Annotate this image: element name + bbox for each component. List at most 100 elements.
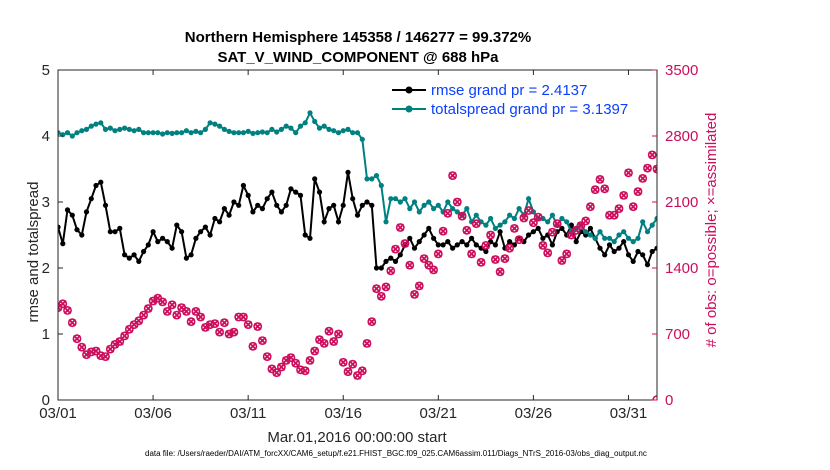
rmse-point [640, 252, 646, 258]
obs-count-point [367, 317, 377, 327]
rmse-point [278, 209, 284, 215]
spread-point [378, 182, 384, 189]
obs-count-point [495, 267, 505, 277]
legend-spread-label: totalspread grand pr = 3.1397 [431, 101, 628, 118]
rmse-point [568, 222, 575, 228]
y-tick-label-right: 1400 [665, 260, 698, 277]
spread-point [122, 125, 128, 131]
spread-point [69, 133, 75, 139]
rmse-point [117, 225, 123, 231]
rmse-point [131, 252, 137, 258]
obs-count-point [638, 173, 648, 183]
obs-count-point [476, 257, 486, 267]
spread-point [240, 130, 246, 136]
rmse-point [426, 225, 432, 231]
rmse-point [160, 235, 166, 241]
spread-point [649, 222, 655, 228]
obs-count-point [357, 366, 367, 376]
obs-count-point [753, 283, 760, 290]
rmse-point [60, 241, 66, 247]
rmse-point [697, 229, 702, 234]
obs-count-point [58, 299, 68, 309]
spread-point [107, 125, 113, 131]
obs-count-point [372, 284, 381, 294]
legend: rmse grand pr = 2.4137 totalspread grand… [392, 82, 628, 118]
rmse-point [530, 229, 537, 235]
obs-count-point [414, 281, 424, 291]
spread-point [616, 232, 622, 238]
spread-point [112, 128, 118, 134]
obs-count-point [300, 366, 310, 376]
spread-point [502, 219, 508, 225]
spread-point [131, 128, 137, 134]
rmse-point [202, 224, 208, 230]
rmse-point [411, 245, 418, 251]
rmse-point [102, 202, 109, 208]
obs-count-point [124, 324, 134, 334]
spread-point [169, 130, 175, 136]
rmse-point [526, 232, 532, 238]
obs-count-point [362, 338, 372, 348]
obs-count-point [324, 326, 334, 336]
obs-count-point [215, 327, 224, 337]
spread-point [74, 130, 80, 136]
obs-count-point [720, 204, 727, 211]
obs-count-point [291, 358, 301, 368]
spread-point [179, 130, 185, 136]
obs-count-point [562, 249, 572, 259]
rmse-point [597, 245, 603, 251]
rmse-point [297, 192, 304, 198]
spread-point [402, 196, 408, 202]
spread-point [397, 199, 403, 205]
spread-point [202, 126, 208, 132]
spread-point [587, 232, 594, 238]
obs-count-point [557, 256, 567, 265]
spread-point [331, 128, 337, 134]
spread-point [411, 199, 418, 205]
obs-count-point [510, 223, 519, 233]
rmse-point [669, 232, 674, 237]
rmse-point [312, 176, 318, 182]
spread-point [283, 123, 289, 129]
obs-count-point [448, 171, 457, 180]
obs-count-point [677, 244, 684, 251]
spread-point [98, 120, 104, 126]
spread-point [207, 120, 213, 126]
spread-point [141, 130, 147, 136]
rmse-point [559, 225, 565, 231]
obs-count-point [429, 265, 438, 275]
rmse-point [183, 255, 189, 261]
spread-point [526, 196, 532, 202]
rmse-point [397, 252, 403, 258]
rmse-point [654, 245, 657, 251]
obs-count-point [462, 225, 472, 235]
spread-point [606, 235, 613, 241]
spread-point [564, 219, 570, 225]
spread-point [83, 126, 90, 132]
rmse-point [150, 229, 156, 235]
obs-count-point [467, 249, 476, 259]
spread-point [688, 213, 693, 218]
rmse-point [193, 235, 199, 241]
footer-data-file: data file: /Users/raeder/DAI/ATM_forcXX/… [145, 449, 647, 458]
spread-point [326, 126, 332, 132]
spread-point [79, 128, 85, 134]
obs-count-point [633, 187, 643, 196]
spread-point [255, 130, 261, 136]
rmse-point [331, 202, 337, 208]
obs-count-point [253, 322, 263, 331]
spread-point [60, 132, 66, 138]
spread-point [549, 212, 556, 218]
rmse-point [74, 227, 80, 233]
spread-point [464, 206, 470, 212]
rmse-point [354, 212, 361, 218]
spread-point [312, 118, 318, 125]
chart-title: Northern Hemisphere 145358 / 146277 = 99… [185, 29, 531, 46]
spread-point [164, 130, 170, 136]
legend-rmse-label: rmse grand pr = 2.4137 [431, 82, 587, 99]
obs-count-point [310, 346, 320, 356]
rmse-point [255, 202, 261, 208]
y-tick-label-left: 1 [42, 326, 50, 343]
spread-point [473, 212, 479, 218]
obs-count-point [143, 304, 153, 313]
